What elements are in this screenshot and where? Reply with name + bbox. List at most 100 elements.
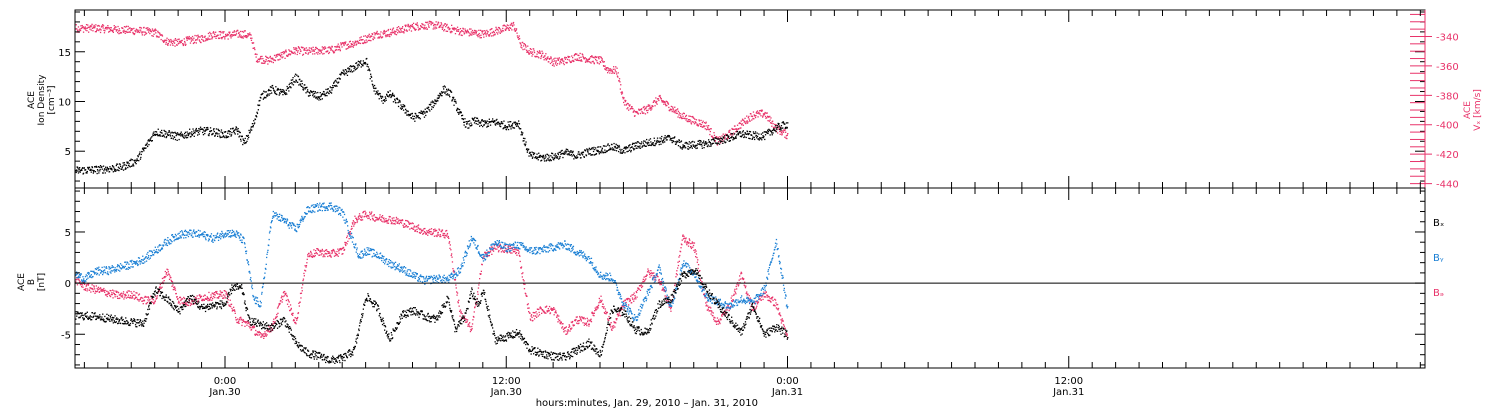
data-point [258,104,261,106]
data-point [147,139,150,141]
data-point [450,32,452,34]
data-point [169,40,171,42]
data-point [714,140,716,142]
data-point [751,119,753,121]
data-point [439,26,441,28]
data-point [111,169,113,171]
data-point [617,315,619,317]
data-point [633,300,635,302]
data-point [111,293,113,296]
data-point [276,54,278,56]
data-point [687,148,690,150]
data-point [382,102,384,104]
data-point [623,101,625,104]
data-point [664,295,666,297]
velocity-tick-label: -420 [1436,150,1459,161]
data-point [551,61,553,63]
data-point [698,120,701,122]
data-point [420,231,422,233]
data-point [452,268,454,270]
data-point [354,42,356,44]
data-point [323,48,326,50]
data-point [674,136,676,138]
data-point [279,302,281,305]
data-point [229,131,231,133]
data-point [720,137,722,139]
data-point [710,313,712,315]
data-point [758,139,760,141]
data-point [703,144,706,146]
data-point [297,316,299,319]
data-point [179,132,182,135]
data-point [450,30,452,32]
data-point [424,227,426,230]
data-point [461,115,463,117]
data-point [444,86,446,88]
data-point [173,42,176,44]
data-point [672,140,674,142]
data-point [341,247,344,250]
data-point [292,51,294,53]
data-point [551,156,553,158]
data-point [528,53,531,55]
data-point [168,273,170,276]
data-point [698,119,700,121]
data-point [256,60,258,62]
data-point [241,324,243,327]
data-point [644,145,647,147]
data-point [81,169,83,171]
data-point [723,140,725,142]
data-point [110,168,112,170]
data-point [587,320,589,323]
data-point [409,25,411,28]
data-point [678,260,680,262]
data-point [112,292,115,294]
data-point [440,91,443,93]
data-point [95,290,97,293]
data-point [628,304,630,306]
data-point [389,35,391,38]
data-point [208,291,210,294]
data-point [328,46,330,48]
data-point [476,301,478,303]
data-point [217,293,219,295]
data-point [542,309,544,311]
data-point [624,147,626,149]
data-point [237,128,239,130]
data-point [211,38,213,40]
data-point [592,312,595,314]
data-point [171,40,173,42]
data-point [172,284,174,286]
data-point [348,41,351,43]
data-point [178,38,180,40]
data-point [321,98,323,100]
data-point [618,312,621,314]
data-point [670,307,672,309]
data-point [677,110,680,112]
data-point [355,217,357,219]
data-point [564,152,566,154]
data-point [75,281,77,283]
data-point [586,149,588,151]
data-point [471,328,473,330]
data-point [190,40,192,42]
data-point [521,134,523,136]
data-point [167,134,169,136]
data-point [287,300,290,302]
data-point [412,228,414,230]
data-point [478,29,480,31]
data-point [123,29,125,31]
data-point [507,245,509,247]
data-point [541,159,543,161]
data-point [279,93,281,95]
data-point [708,306,710,309]
data-point [493,34,495,36]
data-point [564,327,566,329]
data-point [148,31,150,33]
data-point [96,172,98,175]
data-point [672,140,675,143]
data-point [283,53,285,55]
data-point [363,210,365,213]
data-point [636,141,639,143]
data-point [477,293,479,295]
